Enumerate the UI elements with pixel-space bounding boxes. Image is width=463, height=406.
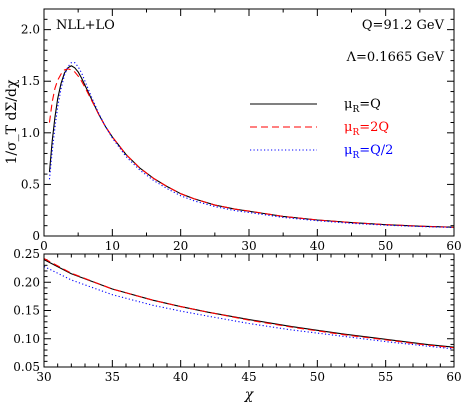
bottom-x-tick-label: 35 — [105, 370, 120, 384]
top-series-line-mu-2q — [48, 68, 455, 228]
top-x-tick-label: 10 — [105, 239, 120, 253]
bottom-y-tick-label: 0.25 — [13, 247, 40, 261]
top-plot-frame — [43, 8, 455, 237]
top-y-tick-label: 0 — [32, 229, 40, 243]
top-annotation-label: NLL+LO — [56, 18, 115, 33]
bottom-panel: 30 35 40 45 50 55 60 0.05 0.10 0.15 0.20 0.25 χ — [13, 247, 461, 403]
bottom-y-tick-label: 0.05 — [13, 360, 40, 374]
bottom-tick-labels: 30 35 40 45 50 55 60 0.05 0.10 0.15 0.20 0.25 — [13, 247, 461, 384]
top-x-tick-label: 30 — [241, 239, 256, 253]
top-y-tick-label: 1.5 — [21, 74, 40, 88]
legend: μR=Q μR=2Q μR=Q/2 — [250, 97, 393, 161]
top-annotation-lambda: Λ=0.1665 GeV — [346, 50, 445, 65]
top-y-tick-label: 1.0 — [21, 126, 40, 140]
bottom-x-tick-label: 30 — [36, 370, 51, 384]
top-series-line-mu-q-half — [48, 62, 455, 229]
bottom-axis-ticks — [43, 253, 455, 368]
bottom-x-tick-label: 40 — [173, 370, 188, 384]
bottom-series-line-mu-q — [43, 259, 455, 348]
y-axis-title: 1/σ_T dΣ/dχ — [4, 79, 20, 165]
bottom-y-tick-label: 0.10 — [13, 332, 40, 346]
top-x-tick-label: 20 — [173, 239, 188, 253]
bottom-series-line-mu-2q — [43, 258, 455, 349]
bottom-x-tick-label: 45 — [241, 370, 256, 384]
top-x-tick-label: 60 — [446, 239, 461, 253]
bottom-series-lines — [43, 258, 455, 350]
top-panel: 0 10 20 30 40 50 60 0 0.5 1.0 1.5 2.0 NLL+LO Q=91.2… — [4, 8, 462, 253]
top-x-tick-label: 0 — [40, 239, 48, 253]
top-x-tick-label: 50 — [378, 239, 393, 253]
bottom-x-tick-label: 50 — [310, 370, 325, 384]
top-y-tick-label: 0.5 — [21, 177, 40, 191]
bottom-y-tick-label: 0.20 — [13, 275, 40, 289]
legend-label-mu-q: μR=Q — [344, 97, 381, 115]
bottom-series-line-mu-q-half — [43, 265, 455, 350]
top-tick-labels: 0 10 20 30 40 50 60 0 0.5 1.0 1.5 2.0 — [21, 23, 462, 253]
top-axis-ticks — [43, 9, 455, 237]
top-y-tick-label: 2.0 — [21, 23, 40, 37]
legend-label-mu-2q: μR=2Q — [344, 120, 389, 138]
x-axis-title: χ — [244, 387, 255, 403]
bottom-x-tick-label: 55 — [378, 370, 393, 384]
top-series-lines — [48, 62, 455, 229]
bottom-plot-frame — [43, 253, 455, 368]
legend-label-mu-q-half: μR=Q/2 — [344, 143, 393, 161]
bottom-x-tick-label: 60 — [446, 370, 461, 384]
top-x-tick-label: 40 — [310, 239, 325, 253]
bottom-y-tick-label: 0.15 — [13, 304, 40, 318]
top-annotation-q: Q=91.2 GeV — [362, 18, 445, 33]
